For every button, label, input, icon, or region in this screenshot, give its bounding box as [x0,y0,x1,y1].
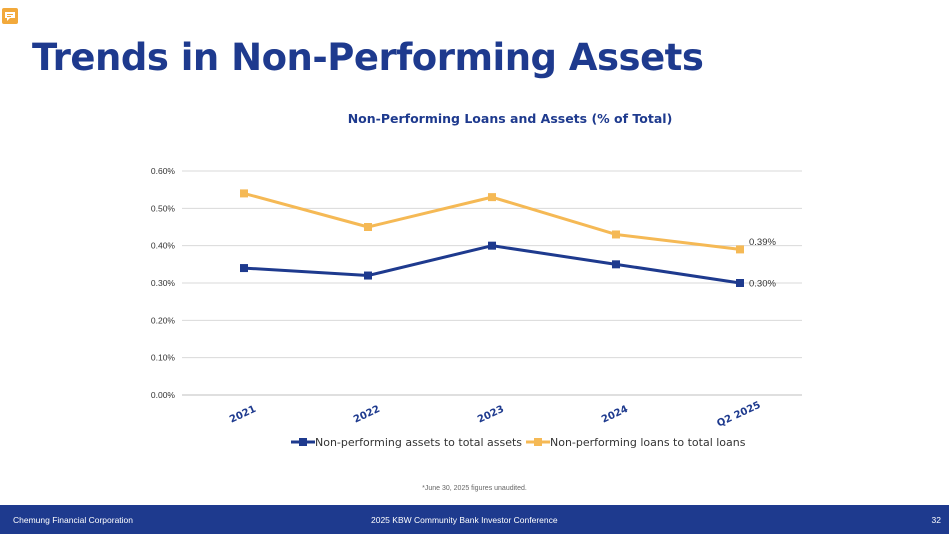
footnote: *June 30, 2025 figures unaudited. [422,485,527,492]
data-point-marker [364,271,372,280]
legend-label: Non-performing assets to total assets [315,436,522,449]
y-tick-label: 0.30% [151,278,176,288]
page-number: 32 [931,515,941,525]
y-tick-label: 0.10% [151,353,176,363]
data-point-marker [240,189,248,198]
data-point-marker [488,193,496,202]
x-tick-label: 2023 [476,404,506,426]
y-tick-label: 0.20% [151,315,176,325]
y-tick-label: 0.40% [151,241,176,251]
page-title: Trends in Non-Performing Assets [32,36,704,79]
data-point-marker [612,260,620,269]
comment-icon[interactable] [2,8,18,24]
footer-event: 2025 KBW Community Bank Investor Confere… [371,515,558,525]
data-label: 0.39% [749,237,776,248]
legend-marker [299,438,307,446]
chart-title: Non-Performing Loans and Assets (% of To… [347,111,673,126]
footer-company: Chemung Financial Corporation [13,515,134,525]
line-chart: 0.00% 0.10% 0.20% 0.30% 0.40% 0.50% 0.60% 2021 2… [151,166,802,449]
data-point-marker [364,223,372,231]
y-tick-label: 0.00% [151,390,176,400]
data-label: 0.30% [749,279,776,290]
footer-bar: Chemung Financial Corporation 2025 KBW C… [0,505,949,534]
data-point-marker [612,230,620,239]
series-line [243,191,741,251]
x-tick-label: 2024 [600,404,630,426]
x-tick-label: Q2 2025 [715,400,762,430]
data-point-marker [736,245,744,254]
x-tick-label: 2022 [352,404,382,426]
data-point-marker [240,264,248,273]
y-tick-label: 0.60% [151,166,176,176]
series-line [243,244,741,285]
data-point-marker [488,241,496,250]
legend-label: Non-performing loans to total loans [550,436,746,449]
legend-marker [534,438,542,446]
data-point-marker [736,279,744,287]
x-tick-label: 2021 [228,404,258,426]
y-tick-label: 0.50% [151,203,176,213]
